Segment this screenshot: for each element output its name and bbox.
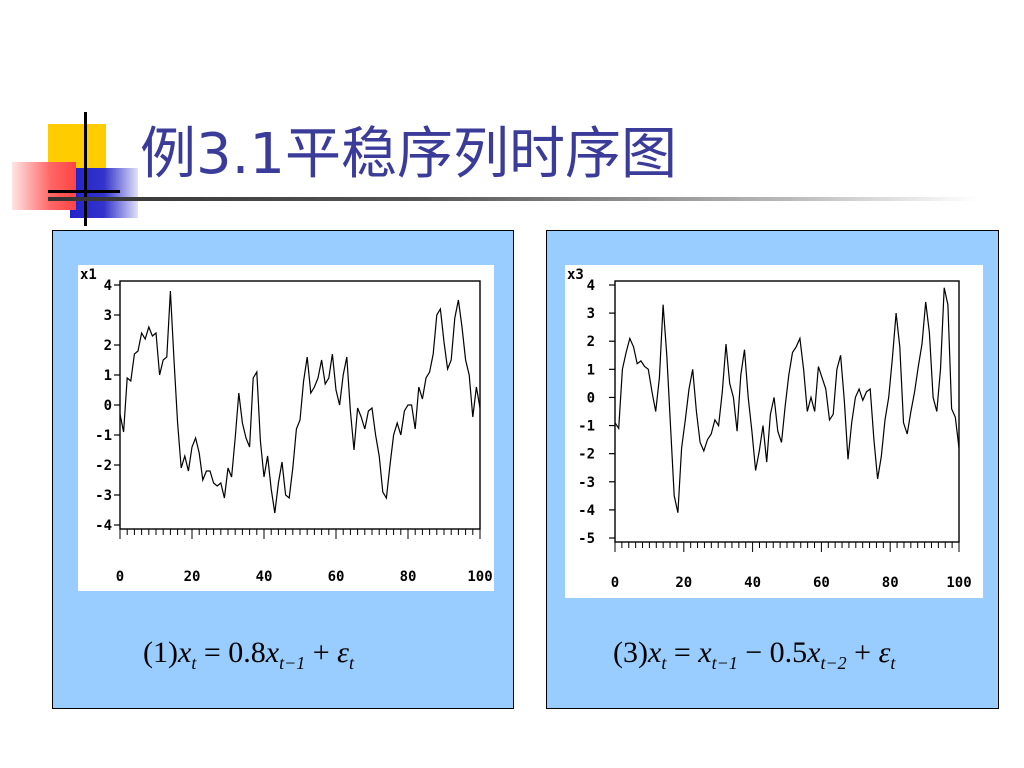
y-tick-label: 2 bbox=[587, 334, 595, 350]
x-tick-label: 60 bbox=[328, 569, 345, 585]
deco-red-bar bbox=[12, 162, 76, 210]
formula-x: x bbox=[698, 636, 712, 669]
formula-plus: + bbox=[846, 636, 879, 669]
x-tick-label: 20 bbox=[675, 575, 692, 591]
y-tick-label: 1 bbox=[587, 362, 595, 378]
y-tick-label: 4 bbox=[104, 278, 112, 294]
y-tick-label: -3 bbox=[578, 475, 595, 491]
y-axis-label: x1 bbox=[80, 267, 97, 283]
x-tick-label: 80 bbox=[400, 569, 417, 585]
y-tick-label: -3 bbox=[95, 488, 112, 504]
x-tick-label: 80 bbox=[882, 575, 899, 591]
x-tick-label: 20 bbox=[184, 569, 201, 585]
formula-x: x bbox=[177, 636, 192, 669]
plot-frame bbox=[614, 280, 960, 543]
formula-right: (3)xt = xt−1 − 0.5xt−2 + εt bbox=[613, 636, 895, 674]
y-tick-label: 2 bbox=[104, 338, 112, 354]
formula-minus: − 0.5 bbox=[737, 636, 808, 669]
x-tick-label: 40 bbox=[256, 569, 273, 585]
x-tick-label: 0 bbox=[116, 569, 124, 585]
deco-horizontal-line bbox=[48, 190, 120, 193]
deco-vertical-line bbox=[84, 112, 87, 226]
y-axis-label: x3 bbox=[567, 267, 584, 283]
axes-group: x34 3 2 1 0 -1 -2 -3 -4 -5 0 20 40 60 80 100 bbox=[567, 267, 972, 591]
y-tick-label: -5 bbox=[578, 531, 595, 547]
y-tick-label: 4 bbox=[587, 278, 595, 294]
formula-prefix: (3) bbox=[613, 636, 648, 669]
x-tick-label: 60 bbox=[813, 575, 830, 591]
axes-group: x1 4 3 2 1 0 -1 -2 -3 -4 0 20 40 60 80 100 bbox=[80, 267, 493, 585]
panel-left: x1 4 3 2 1 0 -1 -2 -3 -4 0 20 40 60 80 100 (1)xt = 0.8x… bbox=[52, 230, 514, 709]
formula-x: x bbox=[265, 636, 280, 669]
formula-sub: t bbox=[348, 653, 354, 673]
formula-epsilon: ε bbox=[878, 636, 891, 669]
panel-right: x3 4 3 2 1 0 -1 -2 -3 -4 -5 0 20 40 60 80 100 (3)xt = xt… bbox=[546, 230, 999, 709]
formula-left: (1)xt = 0.8xt−1 + εt bbox=[143, 636, 354, 674]
x-tick-label: 0 bbox=[611, 575, 619, 591]
formula-sub: t bbox=[890, 653, 896, 673]
formula-eq: = bbox=[666, 636, 699, 669]
x-tick-label: 100 bbox=[467, 569, 492, 585]
y-tick-label: -1 bbox=[578, 419, 595, 435]
y-tick-label: -4 bbox=[95, 518, 112, 534]
y-tick-label: -4 bbox=[578, 503, 595, 519]
formula-sub: t bbox=[191, 653, 197, 673]
formula-sub: t−2 bbox=[820, 653, 847, 673]
formula-epsilon: ε bbox=[337, 636, 349, 669]
y-tick-label: 3 bbox=[587, 306, 595, 322]
formula-sub: t−1 bbox=[711, 653, 738, 673]
chart-right-svg: x34 3 2 1 0 -1 -2 -3 -4 -5 0 20 40 60 80 100 bbox=[567, 267, 972, 591]
title-underline bbox=[48, 197, 978, 201]
y-tick-label: 0 bbox=[587, 390, 595, 406]
formula-prefix: (1) bbox=[143, 636, 178, 669]
formula-sub: t−1 bbox=[279, 653, 306, 673]
y-tick-label: -2 bbox=[578, 447, 595, 463]
series-line bbox=[119, 290, 481, 514]
x-tick-label: 40 bbox=[744, 575, 761, 591]
y-tick-label: -1 bbox=[95, 428, 112, 444]
chart-left: x1 4 3 2 1 0 -1 -2 -3 -4 0 20 40 60 80 100 bbox=[78, 265, 494, 591]
y-tick-label: 3 bbox=[104, 308, 112, 324]
formula-eq: = 0.8 bbox=[196, 636, 266, 669]
formula-sub: t bbox=[661, 653, 667, 673]
formula-plus: + bbox=[305, 636, 338, 669]
y-tick-label: 0 bbox=[104, 398, 112, 414]
y-tick-label: -2 bbox=[95, 458, 112, 474]
chart-right: x3 4 3 2 1 0 -1 -2 -3 -4 -5 0 20 40 60 80 100 bbox=[565, 265, 983, 598]
x-tick-label: 100 bbox=[946, 575, 971, 591]
y-tick-label: 1 bbox=[104, 368, 112, 384]
chart-left-svg: x1 4 3 2 1 0 -1 -2 -3 -4 0 20 40 60 80 100 bbox=[80, 267, 493, 585]
deco-blue-square bbox=[70, 168, 138, 218]
formula-x: x bbox=[807, 636, 821, 669]
series-line bbox=[614, 287, 960, 513]
formula-x: x bbox=[647, 636, 662, 669]
plot-frame bbox=[119, 280, 481, 530]
slide-title: 例3.1平稳序列时序图 bbox=[140, 122, 678, 187]
